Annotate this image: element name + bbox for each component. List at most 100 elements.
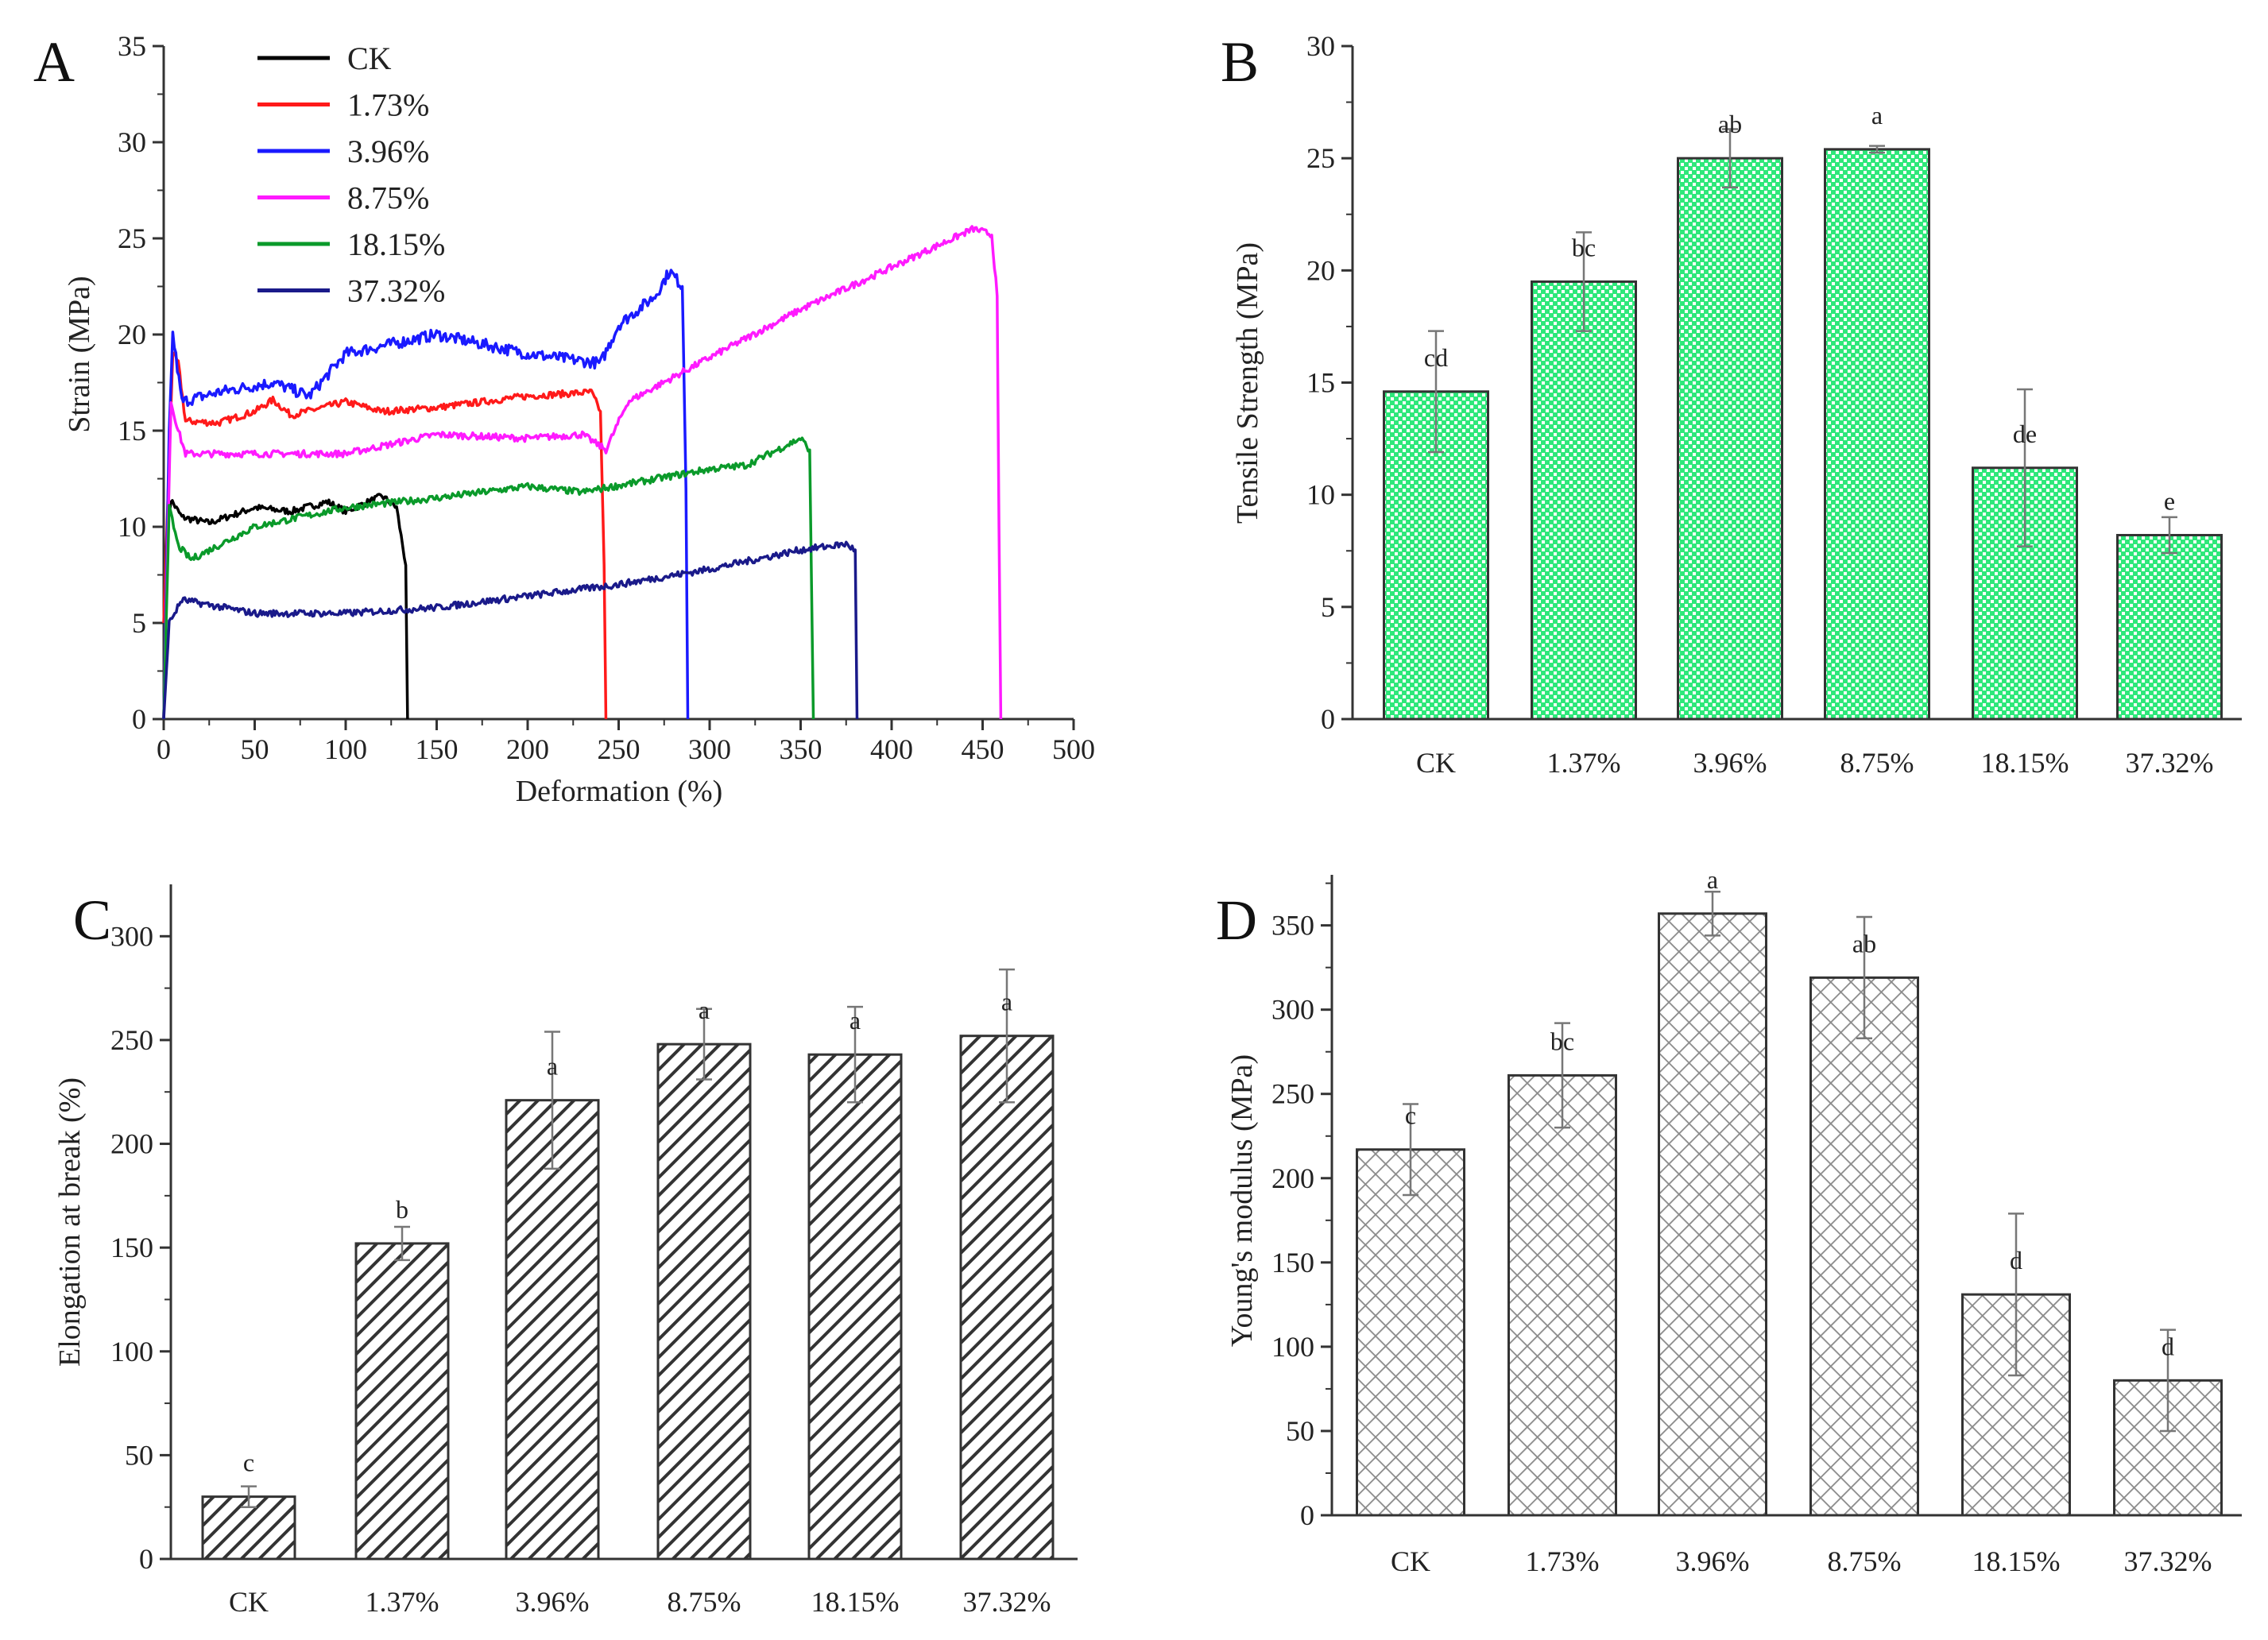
y-tick-label: 50 bbox=[1286, 1415, 1314, 1447]
y-axis-title: Elongation at break (%) bbox=[53, 1077, 87, 1367]
x-category-label: 37.32% bbox=[2126, 747, 2214, 779]
y-tick-label: 100 bbox=[110, 1336, 153, 1367]
bar bbox=[1507, 1073, 1617, 1517]
significance-letter: a bbox=[1001, 988, 1012, 1016]
y-tick-label: 15 bbox=[118, 415, 146, 447]
y-tick-label: 35 bbox=[118, 30, 146, 62]
bar bbox=[807, 1053, 903, 1561]
significance-letter: a bbox=[547, 1052, 558, 1081]
x-tick-label: 100 bbox=[324, 733, 367, 765]
x-category-label: 3.96% bbox=[516, 1586, 590, 1618]
series-line-5 bbox=[162, 540, 859, 720]
y-tick-label: 20 bbox=[118, 319, 146, 350]
significance-letter: c bbox=[1405, 1101, 1416, 1130]
y-tick-label: 30 bbox=[1306, 30, 1335, 62]
panel-label: D bbox=[1216, 888, 1257, 952]
y-tick-label: 250 bbox=[110, 1024, 153, 1056]
bar bbox=[959, 1035, 1055, 1561]
x-tick-label: 50 bbox=[241, 733, 269, 765]
y-tick-label: 30 bbox=[118, 126, 146, 158]
panel-d-bar-chart: 0 50 100 150 200 250 300 350 D Young's modulus (M… bbox=[1216, 865, 2242, 1577]
significance-letter: d bbox=[2162, 1332, 2174, 1360]
legend-label: 3.96% bbox=[347, 133, 429, 169]
significance-letter: a bbox=[1707, 865, 1718, 894]
legend-label: 18.15% bbox=[347, 226, 445, 262]
x-tick-label: 500 bbox=[1052, 733, 1095, 765]
x-category-label: 1.73% bbox=[1526, 1545, 1600, 1577]
y-tick-label: 300 bbox=[110, 920, 153, 952]
x-axis-title: Deformation (%) bbox=[516, 775, 723, 808]
x-tick-label: 450 bbox=[962, 733, 1004, 765]
y-tick-label: 25 bbox=[1306, 142, 1335, 174]
legend-label: 1.73% bbox=[347, 87, 429, 123]
x-tick-label: 350 bbox=[780, 733, 822, 765]
x-category-label: CK bbox=[1391, 1545, 1430, 1577]
bar bbox=[354, 1242, 450, 1561]
significance-letter: d bbox=[2010, 1246, 2022, 1274]
significance-letter: c bbox=[243, 1449, 254, 1477]
y-axis-title: Young's modulus (MPa) bbox=[1225, 1054, 1259, 1347]
legend-label: 8.75% bbox=[347, 180, 429, 216]
x-category-label: 1.37% bbox=[366, 1586, 439, 1618]
x-category-label: 37.32% bbox=[2124, 1545, 2212, 1577]
series-line-1 bbox=[162, 351, 608, 720]
series-line-2 bbox=[162, 269, 690, 720]
series-line-4 bbox=[162, 436, 815, 720]
y-tick-label: 300 bbox=[1271, 994, 1314, 1026]
y-tick-label: 10 bbox=[118, 511, 146, 543]
x-category-label: 1.37% bbox=[1547, 747, 1621, 779]
x-category-label: 3.96% bbox=[1693, 747, 1767, 779]
panel-label: A bbox=[33, 30, 75, 94]
y-tick-label: 15 bbox=[1306, 367, 1335, 399]
x-category-label: CK bbox=[1416, 747, 1456, 779]
y-tick-label: 0 bbox=[132, 703, 146, 735]
significance-letter: bc bbox=[1550, 1027, 1574, 1055]
panel-label: B bbox=[1221, 30, 1259, 94]
y-tick-label: 0 bbox=[1300, 1499, 1314, 1531]
y-tick-label: 200 bbox=[110, 1128, 153, 1160]
y-tick-label: 0 bbox=[139, 1543, 153, 1575]
panel-label: C bbox=[73, 888, 111, 952]
x-category-label: 8.75% bbox=[1840, 747, 1914, 779]
y-tick-label: 20 bbox=[1306, 254, 1335, 286]
y-tick-label: 50 bbox=[125, 1439, 153, 1471]
series-line-3 bbox=[162, 225, 1003, 720]
significance-letter: cd bbox=[1424, 343, 1448, 372]
y-tick-label: 100 bbox=[1271, 1331, 1314, 1363]
x-category-label: 8.75% bbox=[668, 1586, 741, 1618]
bar bbox=[1809, 976, 1919, 1517]
y-axis-title: Strain (MPa) bbox=[63, 276, 96, 432]
bar bbox=[1531, 280, 1637, 721]
panel-a-line-chart: 0 5 10 15 20 25 30 35 A 0 50 100 150 200 250 300 350 400 4… bbox=[33, 30, 1095, 808]
significance-letter: a bbox=[699, 996, 710, 1024]
x-tick-label: 150 bbox=[416, 733, 459, 765]
legend-label: 37.32% bbox=[347, 273, 445, 309]
bar bbox=[505, 1099, 600, 1561]
x-category-label: 18.15% bbox=[811, 1586, 900, 1618]
x-tick-label: 400 bbox=[870, 733, 913, 765]
y-tick-label: 5 bbox=[132, 607, 146, 639]
y-tick-label: 350 bbox=[1271, 910, 1314, 942]
significance-letter: a bbox=[1871, 101, 1883, 130]
bar bbox=[2116, 533, 2223, 721]
bar bbox=[1824, 148, 1930, 721]
y-tick-label: 10 bbox=[1306, 479, 1335, 511]
x-tick-label: 300 bbox=[688, 733, 731, 765]
panel-b-bar-chart: 0 5 10 15 20 25 30 B Tensile Strength (MPa) cd CK b… bbox=[1221, 30, 2242, 779]
significance-letter: a bbox=[850, 1006, 861, 1035]
x-tick-label: 200 bbox=[506, 733, 549, 765]
y-axis-title: Tensile Strength (MPa) bbox=[1231, 242, 1264, 524]
x-category-label: 37.32% bbox=[963, 1586, 1051, 1618]
y-tick-label: 150 bbox=[1271, 1247, 1314, 1278]
legend-label: CK bbox=[347, 41, 392, 76]
x-category-label: CK bbox=[229, 1586, 269, 1618]
y-tick-label: 25 bbox=[118, 222, 146, 254]
significance-letter: de bbox=[2013, 420, 2037, 448]
x-tick-label: 250 bbox=[598, 733, 641, 765]
bar bbox=[656, 1042, 752, 1561]
x-tick-label: 0 bbox=[157, 733, 171, 765]
bar bbox=[1356, 1148, 1465, 1517]
x-category-label: 18.15% bbox=[1972, 1545, 2061, 1577]
